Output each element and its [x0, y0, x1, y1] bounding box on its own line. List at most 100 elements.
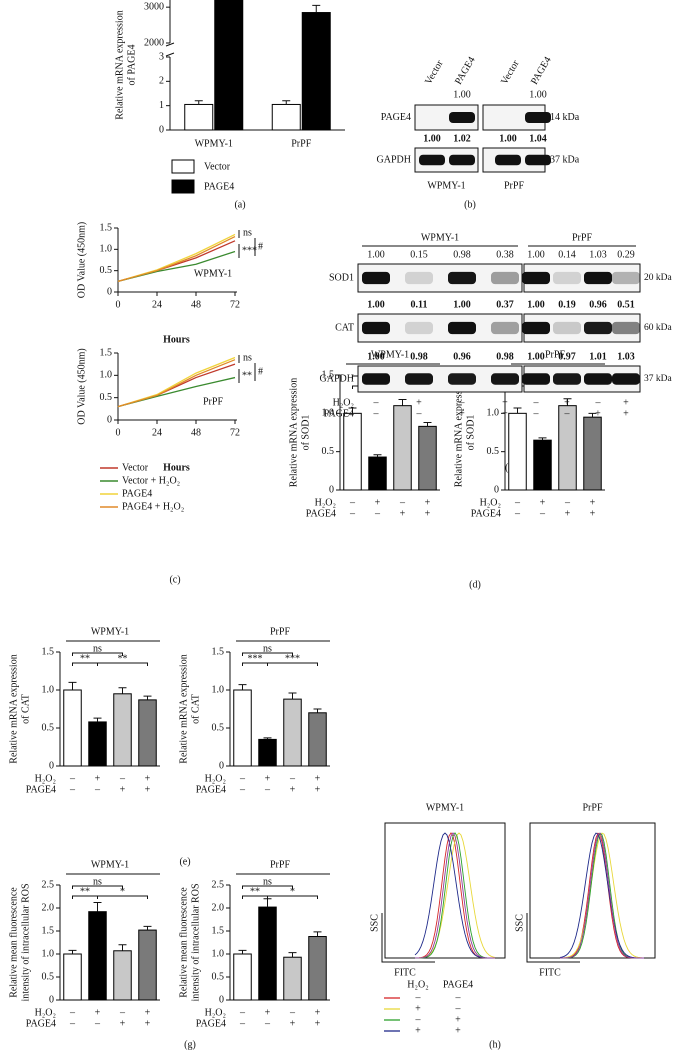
- condition-value: –: [539, 508, 546, 519]
- condition-value: +: [290, 784, 296, 795]
- significance-bracket: [97, 662, 148, 666]
- condition-value: +: [145, 773, 151, 784]
- significance-label: ns: [93, 876, 102, 887]
- condition-value: +: [120, 1018, 126, 1029]
- bar: [184, 103, 214, 131]
- size-label: 14 kDa: [550, 112, 580, 123]
- error-bar: [263, 737, 272, 740]
- legend-label: Vector: [122, 462, 149, 473]
- blot-band: [362, 373, 390, 385]
- condition-name: PAGE4: [196, 784, 226, 795]
- axis-corner: [526, 913, 580, 963]
- legend-value: +: [455, 1014, 461, 1025]
- y-tick-label: 1.0: [100, 244, 113, 255]
- annotation: ***: [242, 245, 257, 256]
- y-tick-label: 0: [49, 994, 54, 1005]
- significance-bracket: [97, 895, 148, 899]
- y-tick-label: 0: [494, 484, 499, 495]
- condition-value: +: [315, 773, 321, 784]
- blot-band: [448, 373, 476, 385]
- bar: [88, 721, 107, 767]
- row-label: SOD1: [329, 272, 354, 283]
- x-tick-label: PrPF: [291, 138, 311, 149]
- condition-value: +: [590, 497, 596, 508]
- lane-label: PAGE4: [529, 55, 554, 87]
- y-axis-label: intensity of intracellular ROS: [20, 883, 31, 1001]
- blot-band: [419, 154, 445, 166]
- y-axis-label: SSC: [514, 914, 525, 932]
- blot-band: [553, 271, 581, 285]
- y-tick-label: 0.5: [100, 265, 113, 276]
- condition-value: –: [399, 497, 406, 508]
- bar: [533, 439, 552, 491]
- band-value: 1.02: [453, 133, 471, 144]
- condition-value: +: [416, 397, 422, 408]
- condition-value: +: [623, 408, 629, 419]
- condition-value: +: [623, 397, 629, 408]
- condition-value: –: [239, 784, 246, 795]
- blot-band: [491, 373, 519, 385]
- row-label: GAPDH: [377, 154, 411, 165]
- annotation: ns: [243, 227, 252, 238]
- panel-label: (b): [464, 199, 476, 210]
- error-bar: [238, 949, 247, 954]
- error-bar: [143, 925, 152, 931]
- significance-label: ns: [263, 876, 272, 887]
- band-value: 1.03: [617, 351, 635, 362]
- y-axis-label: of CAT: [20, 694, 31, 724]
- condition-value: +: [590, 508, 596, 519]
- error-bar: [313, 931, 322, 937]
- y-tick-label: 1.0: [100, 370, 113, 381]
- blot-band: [525, 112, 551, 123]
- bar: [63, 953, 82, 1001]
- condition-name: PAGE4: [306, 508, 336, 519]
- bar: [233, 953, 252, 1001]
- significance-bracket: [72, 885, 123, 889]
- lane-label: Vector: [423, 58, 446, 87]
- band-value: 0.98: [496, 351, 514, 362]
- annotation: #: [258, 366, 263, 377]
- bar: [233, 689, 252, 767]
- y-axis-label: Relative mRNA expression: [178, 654, 189, 763]
- condition-value: +: [145, 1018, 151, 1029]
- bar: [283, 698, 302, 767]
- band-value: 1.00: [367, 249, 385, 260]
- condition-value: +: [459, 408, 465, 419]
- significance-label: **: [80, 653, 90, 664]
- y-tick-label: 3000: [144, 1, 164, 12]
- error-bar: [423, 422, 432, 427]
- condition-name: H₂O₂: [205, 1007, 226, 1018]
- band-value: 0.29: [617, 249, 635, 260]
- error-bar: [118, 687, 127, 694]
- significance-label: ns: [93, 643, 102, 654]
- band-value: 1.00: [527, 249, 545, 260]
- significance-bracket: [242, 885, 293, 889]
- y-tick-label: 1.0: [212, 684, 225, 695]
- axis-break: [165, 42, 175, 57]
- condition-value: –: [69, 773, 76, 784]
- x-tick-label: 72: [230, 427, 240, 438]
- band-value: 0.98: [453, 249, 471, 260]
- x-axis-label: FITC: [539, 967, 561, 978]
- cell-label: PrPF: [504, 180, 524, 191]
- histogram-curve: [414, 832, 496, 959]
- condition-value: –: [595, 397, 602, 408]
- y-tick-label: 0: [49, 760, 54, 771]
- error-bar: [288, 692, 297, 700]
- band-value: 0.37: [496, 299, 514, 310]
- y-tick-label: 0: [329, 484, 334, 495]
- y-tick-label: 0.5: [212, 722, 225, 733]
- lane-label: Vector: [499, 58, 522, 87]
- band-value: 1.00: [453, 299, 471, 310]
- condition-value: –: [514, 508, 521, 519]
- error-bar: [348, 407, 357, 414]
- y-tick-label: 1.0: [42, 948, 55, 959]
- x-tick-label: 48: [191, 299, 201, 310]
- blot-band: [362, 271, 390, 285]
- band-value: 0.15: [410, 249, 428, 260]
- y-axis-label: of SOD1: [465, 415, 476, 451]
- bar: [214, 0, 244, 131]
- significance-label: **: [80, 886, 90, 897]
- error-bar: [93, 901, 102, 912]
- band-value: 0.97: [558, 351, 576, 362]
